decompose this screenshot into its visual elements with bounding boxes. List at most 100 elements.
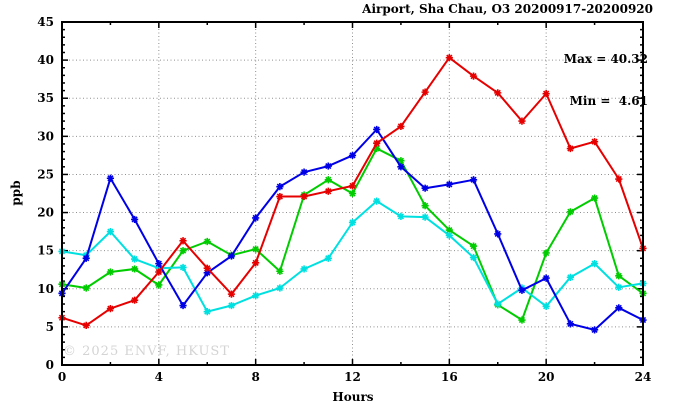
- marker: [615, 304, 623, 312]
- marker: [421, 184, 429, 192]
- series-markers-green-line: [58, 144, 647, 324]
- marker: [421, 202, 429, 210]
- x-tick-label: 4: [155, 370, 163, 384]
- marker: [300, 192, 308, 201]
- x-tick-label: 20: [538, 370, 555, 384]
- marker: [397, 122, 405, 131]
- marker: [179, 301, 187, 310]
- marker: [590, 138, 599, 146]
- series-blue-line: [61, 128, 644, 331]
- marker: [469, 242, 478, 250]
- marker: [252, 259, 260, 267]
- marker: [494, 89, 502, 97]
- marker: [590, 326, 599, 334]
- y-tick-label: 20: [37, 206, 54, 220]
- x-tick-label: 12: [344, 370, 361, 384]
- marker: [566, 144, 574, 153]
- plot-border: [61, 21, 644, 366]
- marker: [445, 180, 453, 188]
- marker: [590, 194, 599, 202]
- marker: [348, 218, 357, 227]
- marker: [252, 292, 260, 300]
- marker: [227, 252, 236, 260]
- marker: [203, 264, 211, 272]
- x-axis-label: Hours: [332, 390, 374, 404]
- marker: [82, 321, 90, 329]
- marker: [179, 263, 187, 272]
- marker: [324, 187, 332, 195]
- y-tick-label: 35: [37, 91, 54, 105]
- marker: [615, 283, 623, 291]
- y-tick-label: 40: [37, 53, 54, 67]
- marker: [445, 231, 453, 240]
- marker: [131, 215, 139, 224]
- marker: [300, 265, 308, 273]
- marker: [276, 267, 284, 275]
- x-tick-label: 0: [58, 370, 66, 384]
- marker: [348, 189, 357, 198]
- marker: [397, 212, 405, 220]
- marker: [494, 230, 502, 238]
- marker: [155, 281, 163, 289]
- marker: [276, 284, 284, 292]
- marker: [276, 192, 284, 201]
- marker: [324, 254, 332, 262]
- marker: [590, 260, 599, 268]
- marker: [324, 176, 332, 184]
- marker: [252, 245, 260, 253]
- marker: [469, 176, 478, 184]
- y-axis-label: ppb: [9, 180, 23, 206]
- marker: [227, 290, 236, 298]
- x-tick-labels: 0 4 8 12 16 20 24: [58, 370, 652, 384]
- marker: [518, 316, 526, 324]
- marker: [542, 249, 550, 257]
- max-min-annotation: Max = 40.32 Min = 4.61: [564, 24, 648, 136]
- marker: [445, 54, 453, 62]
- y-tick-label: 30: [37, 129, 54, 143]
- marker: [300, 168, 308, 176]
- marker: [373, 197, 381, 205]
- marker: [203, 308, 211, 316]
- watermark: © 2025 ENVF, HKUST: [63, 344, 230, 359]
- marker: [131, 255, 139, 263]
- marker: [203, 237, 211, 246]
- marker: [566, 208, 574, 216]
- marker: [518, 117, 526, 125]
- y-tick-label: 10: [37, 282, 54, 296]
- marker: [155, 260, 163, 268]
- marker: [615, 175, 623, 183]
- marker: [566, 320, 574, 328]
- marker: [106, 304, 115, 313]
- x-tick-label: 24: [635, 370, 652, 384]
- marker: [469, 253, 478, 262]
- y-tick-label: 25: [37, 167, 54, 181]
- marker: [373, 139, 381, 147]
- marker: [373, 144, 381, 153]
- marker: [131, 265, 139, 273]
- marker: [542, 90, 550, 98]
- marker: [106, 268, 115, 276]
- marker: [421, 213, 429, 221]
- x-tick-label: 8: [251, 370, 259, 384]
- marker: [155, 264, 163, 272]
- marker: [518, 286, 526, 294]
- marker: [542, 302, 550, 310]
- marker: [421, 88, 429, 96]
- min-value-label: Min = 4.61: [569, 94, 648, 108]
- marker: [542, 274, 550, 282]
- marker: [348, 151, 357, 159]
- x-tick-label: 16: [441, 370, 458, 384]
- y-tick-labels: 0 5 10 15 20 25 30 35 40 45: [37, 15, 54, 372]
- marker: [324, 162, 332, 170]
- y-tick-label: 5: [46, 320, 54, 334]
- marker: [566, 273, 574, 281]
- marker: [252, 214, 260, 222]
- max-value-label: Max = 40.32: [563, 52, 648, 66]
- marker: [203, 269, 211, 277]
- marker: [82, 254, 90, 262]
- marker: [106, 228, 115, 236]
- marker: [469, 72, 478, 80]
- marker: [276, 183, 284, 191]
